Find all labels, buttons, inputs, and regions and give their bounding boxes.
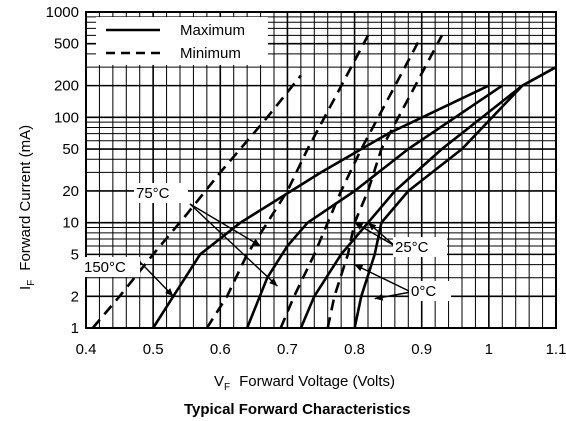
annotation-label-bg [409, 281, 451, 301]
x-axis-title: VF Forward Voltage (Volts) [214, 373, 395, 393]
annotation-label: 25°C [395, 239, 429, 256]
x-tick-label: 0.8 [344, 341, 365, 358]
y-tick-label: 20 [62, 183, 79, 200]
y-tick-label: 5 [71, 246, 79, 263]
x-tick-label: 0.6 [210, 341, 231, 358]
annotation-leader [189, 203, 278, 287]
y-tick-label: 50 [62, 141, 79, 158]
annotation-arrowhead [165, 288, 174, 297]
annotation-arrowhead [354, 264, 364, 272]
legend-label-minimum: Minimum [180, 45, 241, 62]
annotation-label-bg [134, 183, 188, 203]
annotation-label-bg [82, 257, 140, 277]
y-tick-label: 1 [71, 320, 79, 337]
series-line-dashed-5 [205, 34, 370, 329]
series-line-solid-3 [353, 65, 557, 329]
annotation-layer: 150°C 75°C 25°C 0°C [82, 183, 451, 301]
annotation-label: 150°C [84, 259, 126, 276]
series-line-dashed-6 [279, 34, 423, 329]
x-tick-labels: 0.4 0.5 0.6 0.7 0.8 0.9 1 1.1 [76, 341, 566, 358]
series-line-dashed-4 [91, 74, 302, 329]
annotation-arrowhead [354, 222, 364, 230]
series-line-solid-2 [299, 65, 557, 329]
x-tick-label: 0.7 [277, 341, 298, 358]
annotation-3: 0°C [354, 263, 451, 301]
x-axis-subscript: F [224, 382, 230, 393]
annotation-1: 75°C [134, 183, 278, 287]
x-axis-text: Forward Voltage (Volts) [239, 373, 395, 390]
y-axis-text: Forward Current (mA) [17, 125, 34, 271]
annotation-0: 150°C [82, 257, 174, 297]
series-line-dashed-7 [326, 34, 444, 329]
annotation-label: 75°C [136, 185, 170, 202]
annotation-label: 0°C [411, 283, 436, 300]
plot-frame [85, 11, 557, 329]
y-axis-subscript: F [26, 280, 37, 286]
y-tick-label: 1000 [46, 4, 79, 21]
x-tick-label: 0.5 [143, 341, 164, 358]
annotation-label-bg [393, 237, 447, 257]
y-tick-label: 200 [54, 78, 79, 95]
annotation-arrowhead [374, 293, 384, 301]
series-line-solid-1 [245, 84, 504, 329]
y-tick-labels: 1 2 5 10 20 50 100 200 500 1000 [46, 4, 79, 337]
y-tick-label: 2 [71, 288, 79, 305]
annotation-arrowhead [368, 222, 377, 231]
chart-caption: Typical Forward Characteristics [184, 401, 410, 418]
y-axis-title: IF Forward Current (mA) [17, 125, 37, 290]
x-tick-label: 1 [485, 341, 493, 358]
y-axis-symbol: I [17, 286, 34, 290]
annotation-arrowhead [251, 238, 261, 247]
series-layer [91, 34, 557, 329]
y-tick-label: 100 [54, 109, 79, 126]
annotation-arrowhead [269, 278, 278, 287]
legend: Maximum Minimum [96, 17, 268, 65]
legend-box [96, 17, 268, 65]
series-line-solid-0 [152, 84, 490, 329]
y-tick-label: 500 [54, 36, 79, 53]
annotation-leader [189, 203, 261, 247]
x-tick-label: 0.4 [76, 341, 97, 358]
x-tick-label: 1.1 [546, 341, 566, 358]
y-tick-label: 10 [62, 215, 79, 232]
x-tick-label: 0.9 [411, 341, 432, 358]
x-axis-symbol: V [214, 373, 224, 390]
legend-label-maximum: Maximum [180, 22, 245, 39]
annotation-2: 25°C [354, 222, 447, 257]
annotation-leader [354, 263, 412, 293]
